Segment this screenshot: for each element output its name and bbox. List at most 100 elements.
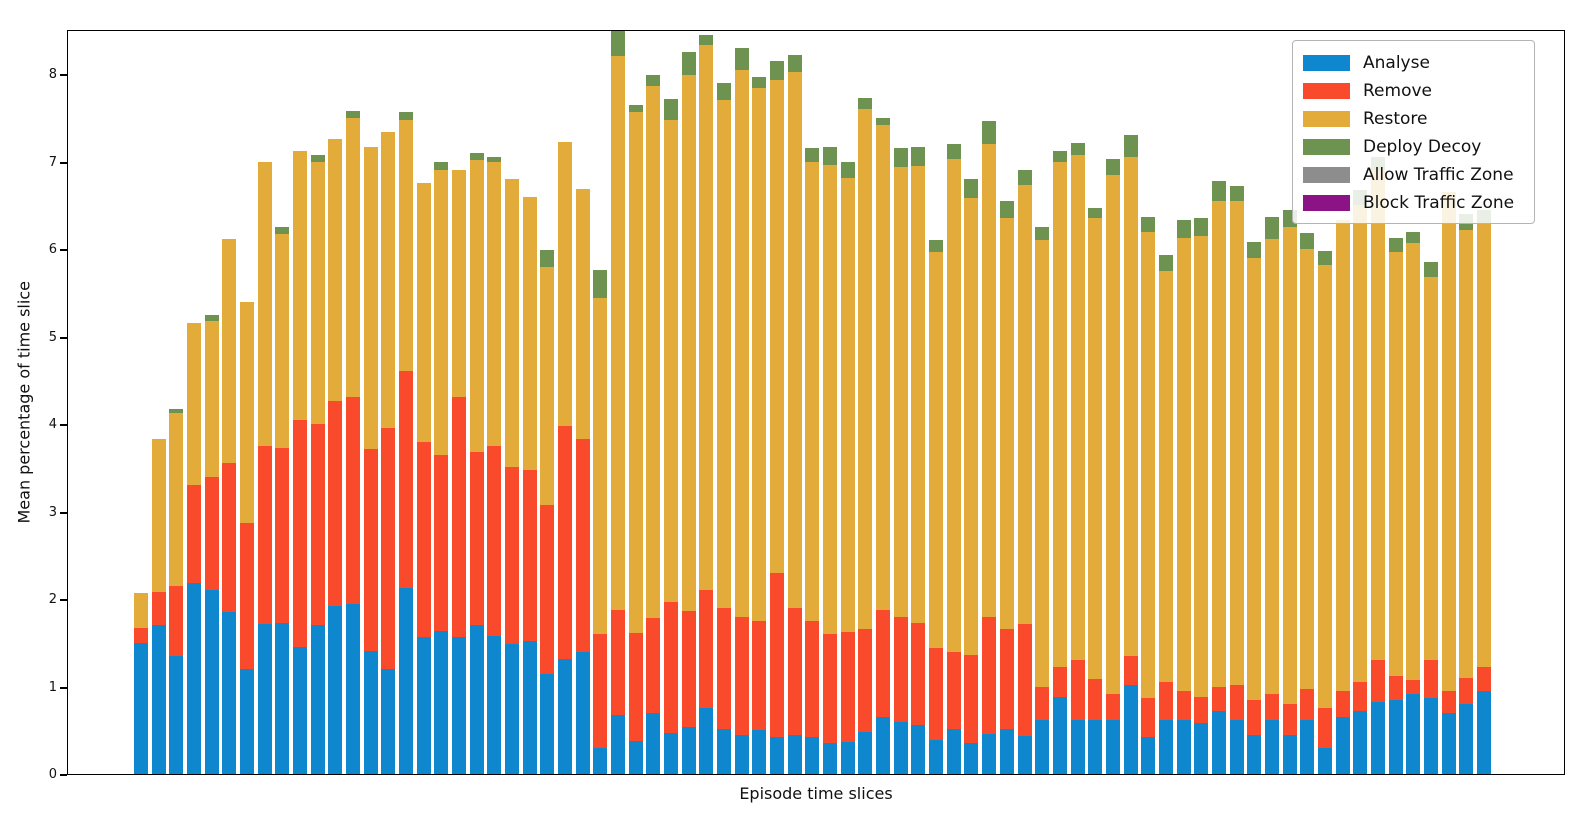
bar-segment-restore [487, 162, 502, 446]
bar-segment-analyse [1282, 734, 1297, 774]
bar-segment-analyse [1194, 723, 1209, 774]
stacked-bar-15 [381, 131, 396, 774]
bar-segment-remove [752, 620, 767, 731]
bar-segment-analyse [770, 737, 785, 774]
bar-segment-restore [399, 120, 414, 371]
stacked-bar-26 [575, 188, 590, 774]
y-tick-label-0: 0 [48, 767, 57, 782]
bar-segment-remove [1017, 623, 1032, 737]
bar-segment-remove [469, 452, 484, 626]
stacked-bar-47 [946, 144, 961, 774]
bar-segment-deploy-decoy [734, 47, 749, 70]
bar-segment-restore [911, 165, 926, 623]
bar-segment-restore [1158, 270, 1173, 683]
bar-segment-remove [911, 622, 926, 725]
bar-segment-deploy-decoy [169, 409, 184, 413]
bar-segment-analyse [416, 636, 431, 774]
bar-segment-deploy-decoy [929, 240, 944, 252]
bar-segment-restore [1370, 170, 1385, 661]
legend-entry-remove: Remove [1293, 77, 1534, 105]
bar-segment-analyse [946, 728, 961, 774]
bar-segment-analyse [346, 604, 361, 774]
bar-segment-restore [646, 86, 661, 619]
y-axis-label: Mean percentage of time slice [14, 281, 34, 524]
bar-segment-analyse [858, 732, 873, 774]
bar-segment-deploy-decoy [310, 154, 325, 162]
bar-segment-deploy-decoy [717, 82, 732, 101]
bar-segment-analyse [151, 625, 166, 774]
bar-segment-remove [169, 585, 184, 656]
bar-segment-restore [717, 100, 732, 608]
bar-segment-remove [1229, 684, 1244, 720]
stacked-bar-32 [681, 52, 696, 774]
bar-segment-remove [452, 396, 467, 637]
bar-segment-restore [628, 111, 643, 634]
bar-segment-deploy-decoy [1052, 151, 1067, 162]
bar-segment-remove [876, 609, 891, 718]
bar-segment-analyse [1229, 719, 1244, 774]
bar-segment-restore [540, 266, 555, 506]
bar-segment-restore [699, 45, 714, 591]
bar-segment-remove [222, 463, 237, 613]
bar-segment-analyse [1423, 697, 1438, 774]
stacked-bar-8 [257, 161, 272, 774]
y-tick-mark-7 [60, 161, 67, 164]
bar-segment-deploy-decoy [1176, 220, 1191, 238]
bar-segment-remove [646, 618, 661, 713]
bar-segment-analyse [328, 606, 343, 774]
bar-segment-deploy-decoy [1300, 233, 1315, 249]
bar-segment-remove [1459, 677, 1474, 704]
bar-segment-remove [293, 419, 308, 648]
bar-segment-restore [558, 142, 573, 426]
bar-segment-restore [1282, 227, 1297, 704]
bar-segment-deploy-decoy [1017, 170, 1032, 186]
stacked-bar-12 [328, 138, 343, 774]
bar-segment-restore [505, 179, 520, 467]
stacked-bar-51 [1017, 170, 1032, 774]
y-tick-mark-5 [60, 336, 67, 339]
bar-segment-restore [222, 239, 237, 464]
bar-segment-restore [1353, 205, 1368, 683]
bar-segment-analyse [1300, 719, 1315, 774]
stacked-bar-62 [1211, 180, 1226, 774]
bar-segment-restore [469, 159, 484, 452]
bar-segment-restore [1017, 185, 1032, 624]
bar-segment-restore [1141, 231, 1156, 698]
bar-segment-remove [1052, 667, 1067, 697]
bar-segment-remove [893, 616, 908, 722]
bar-segment-remove [964, 655, 979, 744]
bar-segment-restore [522, 197, 537, 471]
bar-segment-deploy-decoy [1264, 216, 1279, 239]
stacked-bar-28 [611, 31, 626, 774]
stacked-bar-31 [664, 99, 679, 774]
legend-entry-block-traffic-zone: Block Traffic Zone [1293, 189, 1534, 217]
bar-segment-analyse [240, 669, 255, 774]
bar-segment-restore [1459, 229, 1474, 678]
bar-segment-restore [346, 117, 361, 397]
bar-segment-analyse [469, 625, 484, 774]
stacked-bar-36 [752, 76, 767, 774]
bar-segment-analyse [1406, 693, 1421, 774]
y-tick-label-8: 8 [48, 67, 57, 82]
bar-segment-analyse [611, 715, 626, 774]
stacked-bar-2 [151, 438, 166, 774]
bar-segment-remove [929, 648, 944, 740]
bar-segment-analyse [911, 725, 926, 774]
stacked-bar-49 [982, 121, 997, 774]
bar-segment-remove [187, 485, 201, 584]
bar-segment-analyse [876, 717, 891, 774]
bar-segment-deploy-decoy [823, 146, 838, 165]
bar-segment-restore [787, 72, 802, 608]
bar-segment-restore [1247, 257, 1262, 700]
bar-segment-restore [1176, 237, 1191, 691]
bar-segment-remove [310, 424, 325, 626]
bar-segment-deploy-decoy [840, 161, 855, 179]
bar-segment-analyse [1176, 719, 1191, 774]
bar-segment-remove [1423, 660, 1438, 698]
bar-segment-remove [522, 470, 537, 641]
bar-segment-remove [787, 607, 802, 735]
bar-segment-deploy-decoy [699, 34, 714, 46]
bar-segment-restore [575, 188, 590, 439]
bar-segment-deploy-decoy [999, 200, 1014, 219]
